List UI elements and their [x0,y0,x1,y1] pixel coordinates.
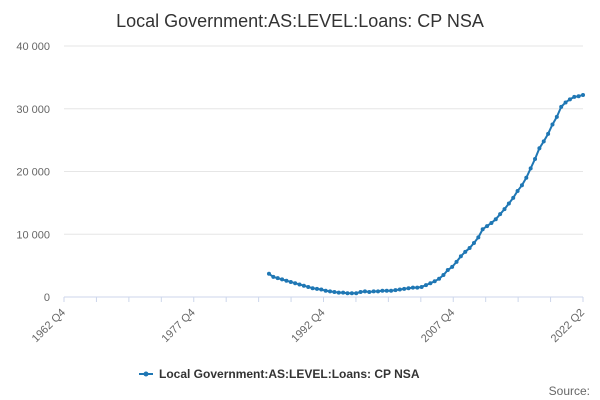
data-point [485,224,490,229]
data-point [537,146,542,151]
source-label: Source: [549,384,590,398]
data-point [397,287,402,292]
data-point [323,288,328,293]
data-point [275,276,280,281]
data-point [310,286,315,291]
data-point [376,289,381,294]
data-point [362,289,367,294]
data-point [271,274,276,279]
data-point [554,114,559,119]
y-tick-label: 40 000 [16,41,50,53]
y-tick-label: 0 [44,292,50,304]
data-point [301,283,306,288]
y-axis-ticks: 0 10 000 20 000 30 000 40 000 [16,41,50,304]
data-point [563,100,568,105]
data-point [423,283,428,288]
legend[interactable]: Local Government:AS:LEVEL:Loans: CP NSA [139,367,420,381]
y-tick-label: 10 000 [16,229,50,241]
data-point [515,188,520,193]
data-point [528,166,533,171]
data-point [546,131,551,136]
data-point [441,273,446,278]
data-point [511,195,516,200]
x-tick-label: 1992 Q4 [289,307,327,345]
data-point [371,289,376,294]
data-point [406,286,411,291]
data-point [471,241,476,246]
data-point [454,259,459,264]
x-axis-ticks: 1962 Q4 1977 Q4 1992 Q4 2007 Q4 2022 Q2 [30,307,587,345]
data-point [567,97,572,102]
series-group [266,92,585,296]
data-point [489,220,494,225]
legend-label: Local Government:AS:LEVEL:Loans: CP NSA [159,367,420,381]
data-point [266,271,271,276]
data-point [314,286,319,291]
data-point [572,94,577,99]
data-point [410,285,415,290]
x-tick-label: 2022 Q2 [549,307,587,345]
data-point [437,276,442,281]
data-point [445,268,450,273]
x-tick-label: 1962 Q4 [30,307,68,345]
data-point [332,289,337,294]
data-point [306,284,311,289]
y-tick-label: 30 000 [16,104,50,116]
data-point [419,284,424,289]
data-point [458,254,463,259]
data-point [541,139,546,144]
data-point [506,201,511,206]
data-point [297,282,302,287]
data-point [524,175,529,180]
data-point [354,291,359,296]
data-point [476,235,481,240]
data-point [358,289,363,294]
series-line [268,93,584,295]
data-point [367,289,372,294]
data-point [384,288,389,293]
data-point [493,217,498,222]
data-point [428,281,433,286]
data-point [393,288,398,293]
data-point [341,290,346,295]
data-point [293,281,298,286]
data-point [284,278,289,283]
data-point [328,289,333,294]
data-point [576,94,581,99]
x-tick-label: 1977 Q4 [160,307,198,345]
data-point [380,288,385,293]
data-point [389,288,394,293]
y-tick-label: 20 000 [16,167,50,179]
data-point [502,207,507,212]
data-point [467,246,472,251]
data-point [450,264,455,269]
data-point [288,279,293,284]
data-point [480,227,485,232]
data-point [581,92,585,97]
x-tick-label: 2007 Q4 [419,307,457,345]
data-point [533,156,538,161]
data-point [415,285,420,290]
data-point [319,287,324,292]
legend-swatch-marker [143,371,149,377]
data-point [345,291,350,296]
data-point [349,291,354,296]
data-point [402,286,407,291]
data-point [550,122,555,127]
data-point [336,290,341,295]
data-point [559,104,564,109]
data-point [498,212,503,217]
data-point [432,279,437,284]
grid-lines [64,45,583,235]
data-point [463,249,468,254]
data-point [519,183,524,188]
data-point [280,277,285,282]
x-axis [63,296,584,302]
chart-title: Local Government:AS:LEVEL:Loans: CP NSA [116,11,484,31]
